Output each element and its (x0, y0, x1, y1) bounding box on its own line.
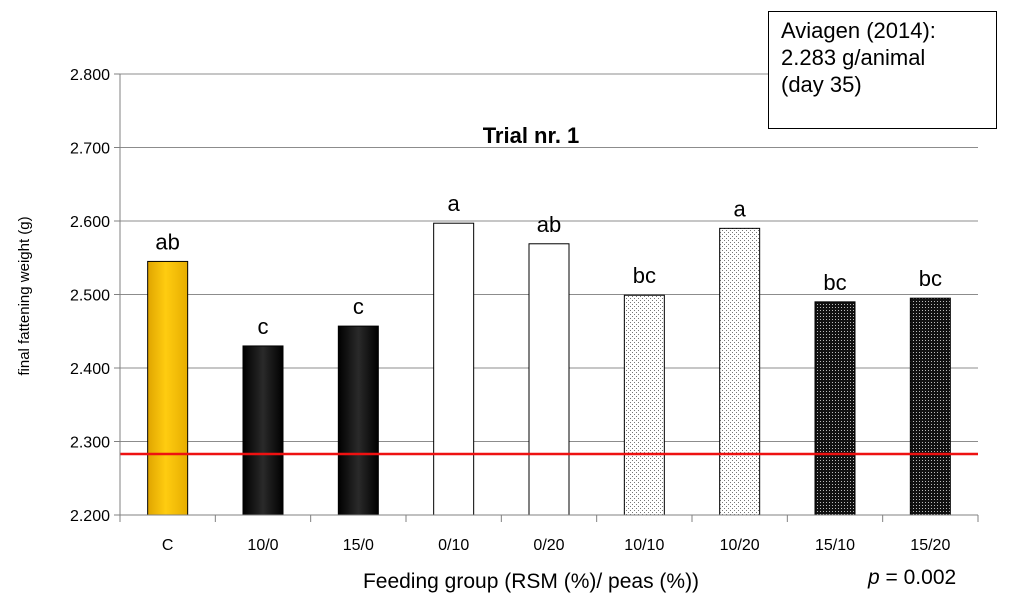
p-value-symbol: p (868, 566, 880, 589)
chart-title: Trial nr. 1 (483, 123, 580, 148)
x-tick-label: 15/0 (343, 537, 374, 554)
y-tick-label: 2.300 (70, 435, 110, 452)
x-tick-label: 15/20 (910, 537, 950, 554)
y-tick-label: 2.700 (70, 141, 110, 158)
y-tick-label: 2.400 (70, 361, 110, 378)
x-tick-label: 10/0 (247, 537, 278, 554)
bar (814, 301, 856, 516)
bar (242, 345, 284, 516)
p-value-text: = 0.002 (879, 566, 957, 589)
bar (433, 222, 475, 516)
p-value: p = 0.002 (868, 566, 956, 590)
significance-letter: c (353, 294, 364, 319)
aviagen-reference-note: Aviagen (2014): 2.283 g/animal (day 35) (768, 11, 997, 129)
bar (147, 260, 189, 516)
significance-letter: a (734, 196, 747, 221)
note-line: 2.283 g/animal (781, 45, 926, 70)
significance-letter: a (448, 191, 461, 216)
x-tick-label: 10/10 (624, 537, 664, 554)
significance-letter: bc (823, 270, 846, 295)
bar (909, 297, 951, 516)
labels: 2.200 2.300 2.400 2.500 2.600 2.700 2.800 ab Cc 1… (70, 67, 950, 554)
x-tick-label: 10/20 (720, 537, 760, 554)
y-axis-title: final fattening weight (g) (16, 216, 33, 375)
bar (719, 227, 761, 516)
significance-letter: bc (919, 266, 942, 291)
bar (528, 243, 570, 516)
x-tick-label: 15/10 (815, 537, 855, 554)
y-tick-label: 2.800 (70, 67, 110, 84)
significance-letter: bc (633, 263, 656, 288)
x-tick-label: 0/20 (533, 537, 564, 554)
note-line: Aviagen (2014): (781, 18, 936, 43)
y-tick-label: 2.500 (70, 288, 110, 305)
significance-letter: c (258, 314, 269, 339)
y-tick-label: 2.600 (70, 214, 110, 231)
x-tick-label: 0/10 (438, 537, 469, 554)
bar (623, 294, 665, 516)
axes (114, 73, 979, 522)
x-tick-label: C (162, 537, 174, 554)
x-axis-title: Feeding group (RSM (%)/ peas (%)) (363, 570, 699, 593)
y-tick-label: 2.200 (70, 508, 110, 525)
significance-letter: ab (155, 229, 179, 254)
bar (337, 325, 379, 516)
significance-letter: ab (537, 212, 561, 237)
note-line: (day 35) (781, 72, 862, 97)
bars (147, 222, 951, 516)
